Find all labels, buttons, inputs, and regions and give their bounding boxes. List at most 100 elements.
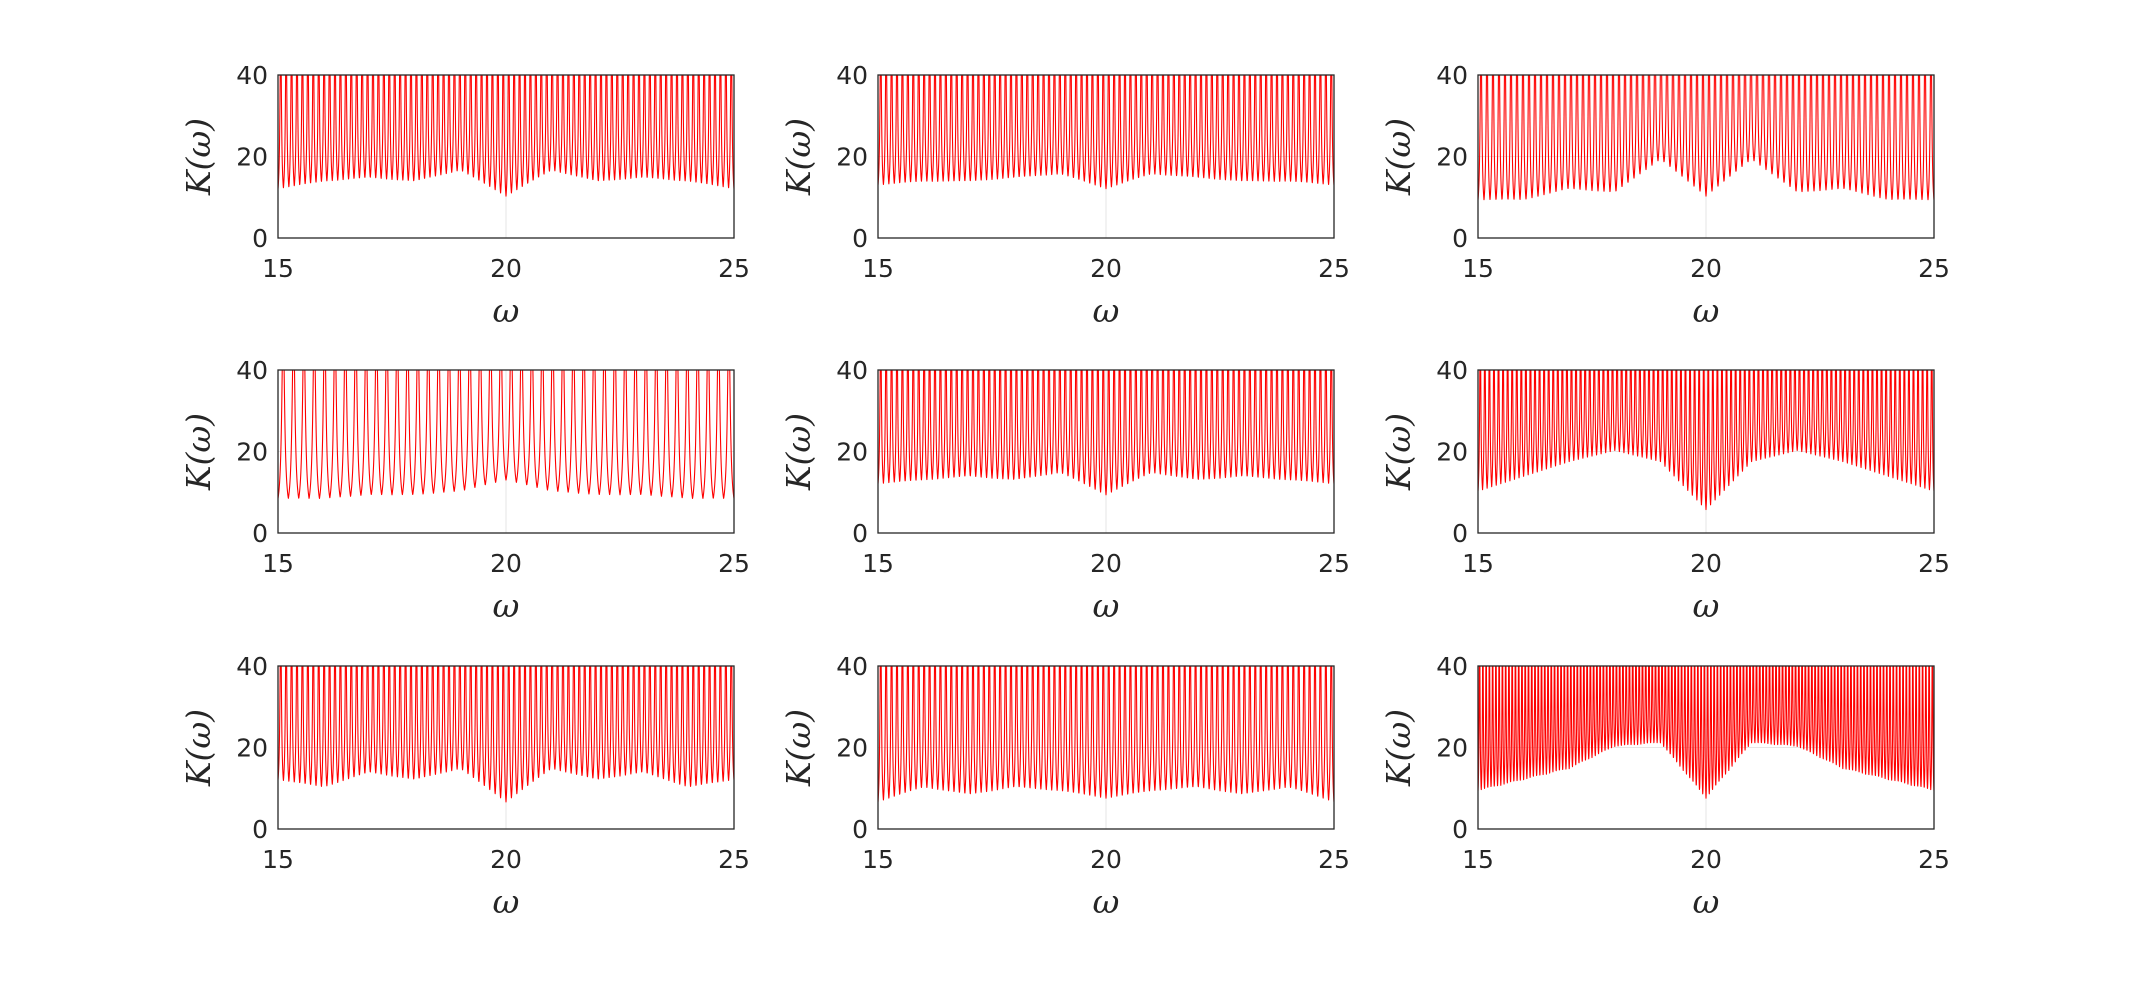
y-tick-label: 0 [252, 519, 268, 548]
x-axis-label: ω [493, 586, 520, 625]
x-tick-label: 25 [1918, 549, 1950, 578]
x-tick-label: 25 [1318, 254, 1350, 283]
x-tick-label: 20 [1690, 845, 1722, 874]
y-axis-label: K(ω) [1379, 118, 1418, 196]
x-tick-label: 20 [1690, 254, 1722, 283]
y-tick-label: 0 [1452, 815, 1468, 844]
y-axis-label: K(ω) [179, 118, 218, 196]
y-tick-label: 40 [1436, 356, 1468, 385]
y-tick-label: 40 [1436, 61, 1468, 90]
y-tick-label: 40 [836, 652, 868, 681]
panel-1: 15 20 25 0 20 40 ω K(ω) [179, 61, 750, 330]
panel-6: 15 20 25 0 20 40 ω K(ω) [1379, 356, 1950, 625]
y-tick-label: 40 [836, 356, 868, 385]
axes-frame [877, 369, 1335, 534]
y-tick-label: 0 [252, 815, 268, 844]
y-tick-label: 0 [852, 519, 868, 548]
x-tick-label: 15 [1462, 254, 1494, 283]
x-tick-label: 15 [262, 254, 294, 283]
series-line [1478, 666, 1934, 799]
y-tick-label: 40 [1436, 652, 1468, 681]
x-tick-label: 15 [862, 549, 894, 578]
series-line [878, 75, 1334, 190]
x-tick-label: 25 [1318, 549, 1350, 578]
y-tick-label: 20 [1436, 734, 1468, 763]
panel-3: 15 20 25 0 20 40 ω K(ω) [1379, 61, 1950, 330]
x-tick-label: 25 [1918, 254, 1950, 283]
axes-frame [277, 74, 735, 239]
x-tick-label: 20 [490, 254, 522, 283]
x-tick-label: 15 [1462, 549, 1494, 578]
axes-frame [1477, 369, 1935, 534]
x-tick-label: 20 [490, 845, 522, 874]
y-axis-label: K(ω) [179, 709, 218, 787]
y-tick-label: 0 [1452, 519, 1468, 548]
axes-frame [277, 369, 735, 534]
x-tick-label: 25 [718, 254, 750, 283]
y-tick-label: 0 [1452, 224, 1468, 253]
y-tick-label: 40 [236, 356, 268, 385]
x-tick-label: 15 [262, 549, 294, 578]
panel-2: 15 20 25 0 20 40 ω K(ω) [779, 61, 1350, 330]
x-tick-label: 20 [1090, 845, 1122, 874]
x-axis-label: ω [1093, 291, 1120, 330]
panel-4: 15 20 25 0 20 40 ω K(ω) [179, 356, 750, 625]
x-tick-label: 25 [1318, 845, 1350, 874]
y-tick-label: 40 [236, 652, 268, 681]
axes-frame [1477, 665, 1935, 830]
x-tick-label: 15 [1462, 845, 1494, 874]
y-tick-label: 20 [1436, 438, 1468, 467]
x-axis-label: ω [1693, 291, 1720, 330]
y-tick-label: 20 [236, 143, 268, 172]
y-tick-label: 0 [252, 224, 268, 253]
y-axis-label: K(ω) [1379, 413, 1418, 491]
y-axis-label: K(ω) [179, 413, 218, 491]
panel-8: 15 20 25 0 20 40 ω K(ω) [779, 652, 1350, 921]
x-tick-label: 20 [1690, 549, 1722, 578]
series-line [278, 75, 734, 197]
y-tick-label: 40 [836, 61, 868, 90]
y-tick-label: 0 [852, 815, 868, 844]
series-line [1478, 75, 1934, 201]
y-axis-label: K(ω) [779, 413, 818, 491]
x-tick-label: 20 [490, 549, 522, 578]
x-tick-label: 20 [1090, 549, 1122, 578]
x-tick-label: 15 [862, 845, 894, 874]
axes-frame [877, 665, 1335, 830]
x-tick-label: 25 [1918, 845, 1950, 874]
y-tick-label: 20 [1436, 143, 1468, 172]
x-axis-label: ω [1093, 586, 1120, 625]
panel-7: 15 20 25 0 20 40 ω K(ω) [179, 652, 750, 921]
series-line [278, 370, 734, 499]
y-tick-label: 20 [236, 438, 268, 467]
x-tick-label: 15 [262, 845, 294, 874]
axes-frame [277, 665, 735, 830]
y-tick-label: 20 [236, 734, 268, 763]
x-axis-label: ω [493, 882, 520, 921]
y-axis-label: K(ω) [779, 709, 818, 787]
x-axis-label: ω [1093, 882, 1120, 921]
x-axis-label: ω [1693, 882, 1720, 921]
x-tick-label: 25 [718, 845, 750, 874]
x-tick-label: 15 [862, 254, 894, 283]
x-tick-label: 25 [718, 549, 750, 578]
y-tick-label: 0 [852, 224, 868, 253]
x-axis-label: ω [493, 291, 520, 330]
series-line [878, 666, 1334, 802]
axes-frame [1477, 74, 1935, 239]
y-axis-label: K(ω) [1379, 709, 1418, 787]
x-axis-label: ω [1693, 586, 1720, 625]
series-line [878, 370, 1334, 496]
x-tick-label: 20 [1090, 254, 1122, 283]
series-line [278, 666, 734, 803]
y-tick-label: 20 [836, 143, 868, 172]
y-tick-label: 20 [836, 438, 868, 467]
y-axis-label: K(ω) [779, 118, 818, 196]
panel-5: 15 20 25 0 20 40 ω K(ω) [779, 356, 1350, 625]
series-line [1478, 370, 1934, 511]
y-tick-label: 40 [236, 61, 268, 90]
y-tick-label: 20 [836, 734, 868, 763]
axes-frame [877, 74, 1335, 239]
panel-9: 15 20 25 0 20 40 ω K(ω) [1379, 652, 1950, 921]
